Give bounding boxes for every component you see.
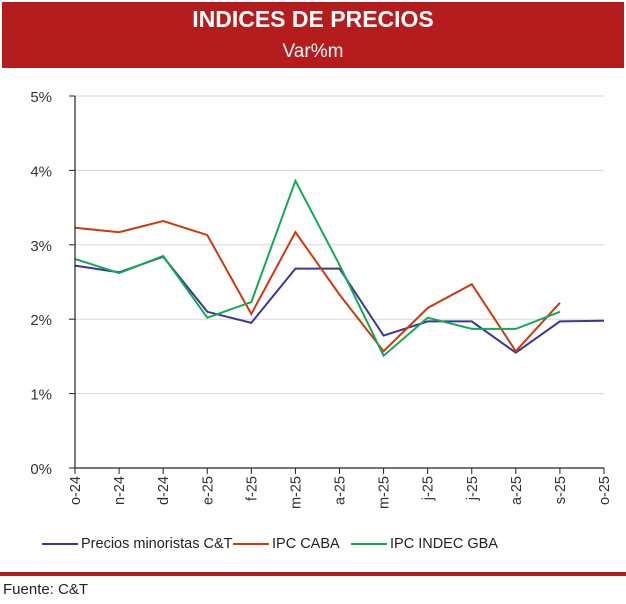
series-lines — [74, 178, 605, 358]
x-tick-label: m-25 — [377, 476, 393, 509]
x-tick-label: o-25 — [597, 476, 613, 505]
x-tick-label: j-25 — [421, 476, 437, 501]
y-tick-label: 3% — [30, 238, 52, 255]
footer-divider — [0, 572, 626, 576]
x-tick-label: j-25 — [465, 476, 481, 501]
y-tick-label: 1% — [30, 387, 52, 404]
x-tick-label: e-25 — [200, 476, 216, 505]
legend-label-gba: IPC INDEC GBA — [390, 536, 498, 552]
y-tick-label: 5% — [30, 89, 52, 106]
source-note: Fuente: C&T — [3, 581, 89, 598]
y-tick-label: 4% — [30, 163, 52, 180]
chart-subtitle: Var%m — [282, 41, 344, 62]
x-tick-label: o-24 — [68, 476, 84, 505]
legend-item-caba: IPC CABA — [233, 536, 340, 552]
x-axis-ticks: o-24 n-24 d-24 e-25 f-25 m-25 a-25 m-25 j-25 j-25… — [68, 468, 613, 509]
chart-legend: Precios minoristas C&T IPC CABA IPC INDE… — [0, 536, 626, 560]
x-tick-label: f-25 — [244, 476, 260, 501]
x-tick-label: d-24 — [156, 476, 172, 505]
x-tick-label: s-25 — [553, 476, 569, 504]
y-tick-label: 0% — [30, 461, 52, 478]
x-tick-label: a-25 — [509, 476, 525, 505]
series-line-caba — [74, 219, 561, 353]
legend-swatch-ct — [42, 543, 78, 545]
chart-header: INDICES DE PRECIOS Var%m — [2, 2, 624, 68]
axes — [74, 96, 604, 469]
series-line-ct — [74, 255, 605, 354]
x-tick-label: a-25 — [333, 476, 349, 505]
gridlines — [75, 95, 604, 395]
line-chart: 0% 1% 2% 3% 4% 5% o-24 n-24 d-24 e-25 f-25 m-25 a-2… — [30, 89, 613, 509]
legend-swatch-caba — [233, 543, 269, 545]
y-tick-label: 2% — [30, 312, 52, 329]
chart-title: INDICES DE PRECIOS — [192, 6, 434, 32]
y-axis-ticks: 0% 1% 2% 3% 4% 5% — [30, 89, 75, 478]
legend-item-gba: IPC INDEC GBA — [351, 536, 498, 552]
x-tick-label: m-25 — [288, 476, 304, 509]
series-line-gba — [74, 178, 561, 358]
legend-label-caba: IPC CABA — [272, 536, 340, 552]
legend-label-ct: Precios minoristas C&T — [81, 536, 233, 552]
legend-item-ct: Precios minoristas C&T — [42, 536, 232, 552]
x-tick-label: n-24 — [112, 476, 128, 505]
legend-swatch-gba — [351, 543, 387, 545]
